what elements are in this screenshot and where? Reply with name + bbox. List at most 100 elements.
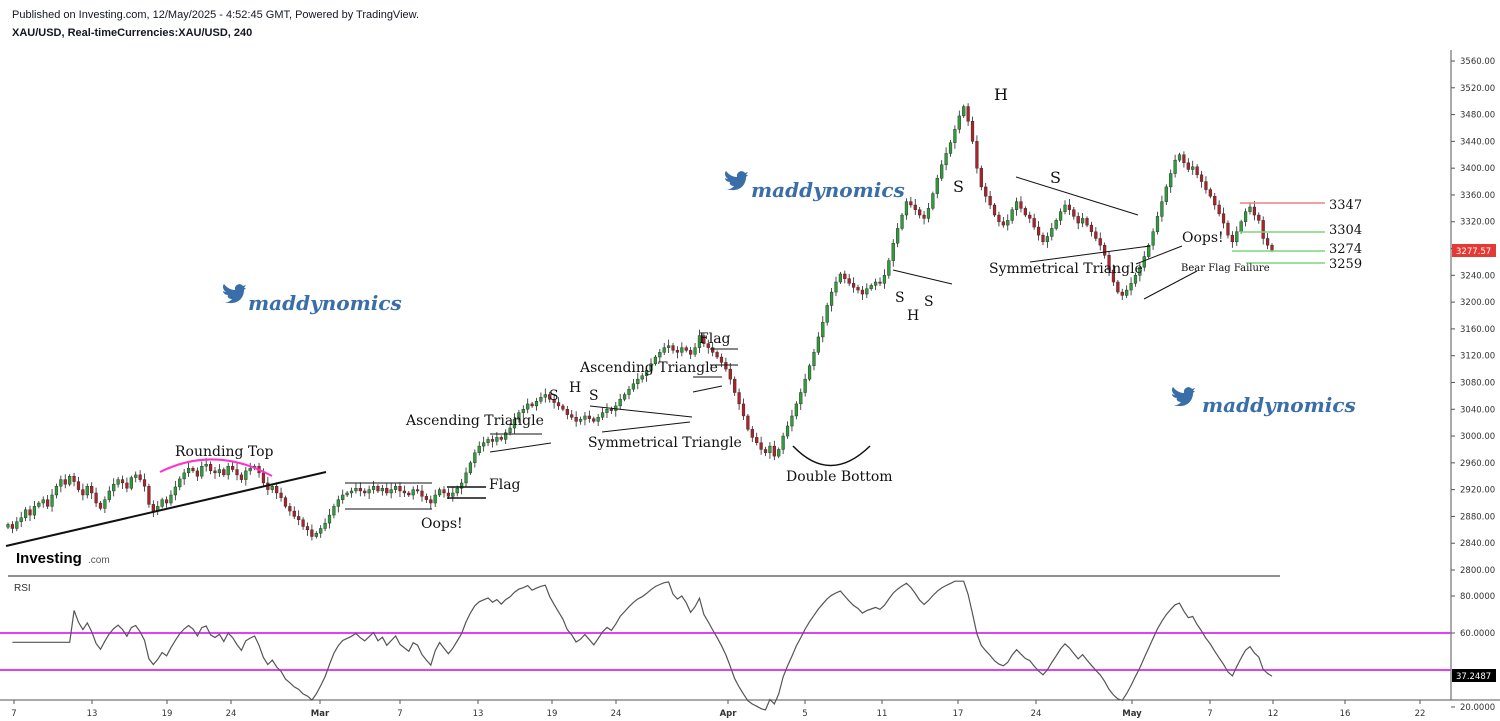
candle-body xyxy=(953,129,957,143)
rounding-top-arc xyxy=(159,458,273,477)
candle-body xyxy=(675,350,680,353)
candle-body xyxy=(1067,204,1072,210)
candle-body xyxy=(887,260,891,276)
candle-body xyxy=(1147,244,1151,257)
candle-body xyxy=(142,479,147,487)
candle-body xyxy=(847,278,851,284)
candle-body xyxy=(1221,213,1226,224)
candle-body xyxy=(248,468,252,472)
candle-body xyxy=(120,479,125,484)
candle-body xyxy=(684,347,688,351)
candle-body xyxy=(363,490,367,494)
candle-body xyxy=(367,489,371,494)
candle-body xyxy=(521,409,525,413)
label-flag-2: Flag xyxy=(699,331,731,347)
candle-body xyxy=(301,519,305,527)
time-tick-label: 16 xyxy=(1340,709,1351,719)
candles xyxy=(6,103,1274,541)
candle-body xyxy=(393,486,398,490)
price-tick-label: 3560.00 xyxy=(1460,57,1495,67)
candle-body xyxy=(455,488,459,494)
watermark-1: maddynomics xyxy=(248,291,402,315)
candle-body xyxy=(737,392,741,405)
candle-body xyxy=(622,394,627,400)
candle-body xyxy=(134,474,138,478)
candle-body xyxy=(1265,238,1270,246)
candle-body xyxy=(1001,221,1005,226)
candle-body xyxy=(24,509,28,518)
candle-body xyxy=(59,479,63,487)
candle-body xyxy=(46,499,50,507)
candle-body xyxy=(940,164,944,179)
candle-body xyxy=(548,394,552,400)
candle-body xyxy=(838,273,842,283)
candle-body xyxy=(1098,238,1102,246)
candle-body xyxy=(975,141,979,169)
candle-body xyxy=(19,517,23,522)
candle-body xyxy=(711,347,715,353)
candle-body xyxy=(741,403,746,417)
candle-body xyxy=(904,201,909,216)
candle-body xyxy=(662,347,666,353)
candle-body xyxy=(402,490,406,494)
candle-body xyxy=(680,347,684,353)
rsi-tick-label: 60.0000 xyxy=(1460,629,1495,639)
candle-body xyxy=(1208,189,1212,197)
candle-body xyxy=(539,397,543,402)
candle-body xyxy=(433,494,437,504)
candle-body xyxy=(860,289,865,295)
rsi-axis: 80.0000 60.0000 20.0000 xyxy=(1451,592,1495,713)
rsi-current-label: 37.2487 xyxy=(1456,672,1491,682)
candle-body xyxy=(733,378,737,393)
level-label: 3259 xyxy=(1329,257,1362,272)
candle-body xyxy=(32,506,37,516)
twitter-icon xyxy=(724,171,748,191)
candle-body xyxy=(1195,166,1199,176)
candle-body xyxy=(909,201,913,206)
candle-body xyxy=(371,486,376,490)
time-tick-label: 7 xyxy=(1207,709,1212,719)
candle-body xyxy=(191,468,195,472)
candle-body xyxy=(380,488,384,492)
rsi-tick-label: 20.0000 xyxy=(1460,703,1495,713)
candle-body xyxy=(724,362,728,370)
investing-logo: Investing xyxy=(16,550,82,567)
candle-body xyxy=(327,514,332,524)
candle-body xyxy=(482,442,486,447)
candle-body xyxy=(865,288,869,295)
label-s-2: S xyxy=(589,388,599,404)
candle-body xyxy=(231,465,235,470)
candle-body xyxy=(239,474,244,480)
price-tick-label: 3120.00 xyxy=(1460,352,1495,362)
candle-body xyxy=(195,470,199,477)
candle-body xyxy=(878,281,882,284)
candle-body xyxy=(464,472,468,484)
symbol-info: XAU/USD, Real-timeCurrencies:XAU/USD, 24… xyxy=(12,27,253,39)
candle-body xyxy=(640,375,644,380)
candle-body xyxy=(1032,218,1036,228)
candle-body xyxy=(948,142,953,154)
candle-body xyxy=(288,506,292,512)
candle-body xyxy=(415,489,420,492)
candle-body xyxy=(1186,162,1190,170)
candle-body xyxy=(160,499,164,507)
candle-body xyxy=(979,167,983,188)
candle-body xyxy=(424,496,428,500)
candle-body xyxy=(85,486,89,496)
candle-body xyxy=(1270,244,1274,251)
price-tick-label: 3480.00 xyxy=(1460,111,1495,121)
candle-body xyxy=(182,472,186,480)
candle-body xyxy=(94,492,98,504)
investing-logo-suffix: .com xyxy=(88,555,110,566)
candle-body xyxy=(834,281,838,293)
candle-body xyxy=(856,287,860,291)
asc-tri2-bottom xyxy=(692,385,723,393)
candle-body xyxy=(671,345,675,351)
candle-body xyxy=(962,106,966,117)
time-axis: 7 13 19 24 Mar 7 13 19 24 Apr 5 11 17 24 May 7 12 16 22 xyxy=(11,700,1425,719)
sym-tri1-top xyxy=(589,405,693,418)
candle-body xyxy=(1177,154,1182,161)
candle-body xyxy=(1182,154,1186,163)
candle-body xyxy=(768,445,772,453)
